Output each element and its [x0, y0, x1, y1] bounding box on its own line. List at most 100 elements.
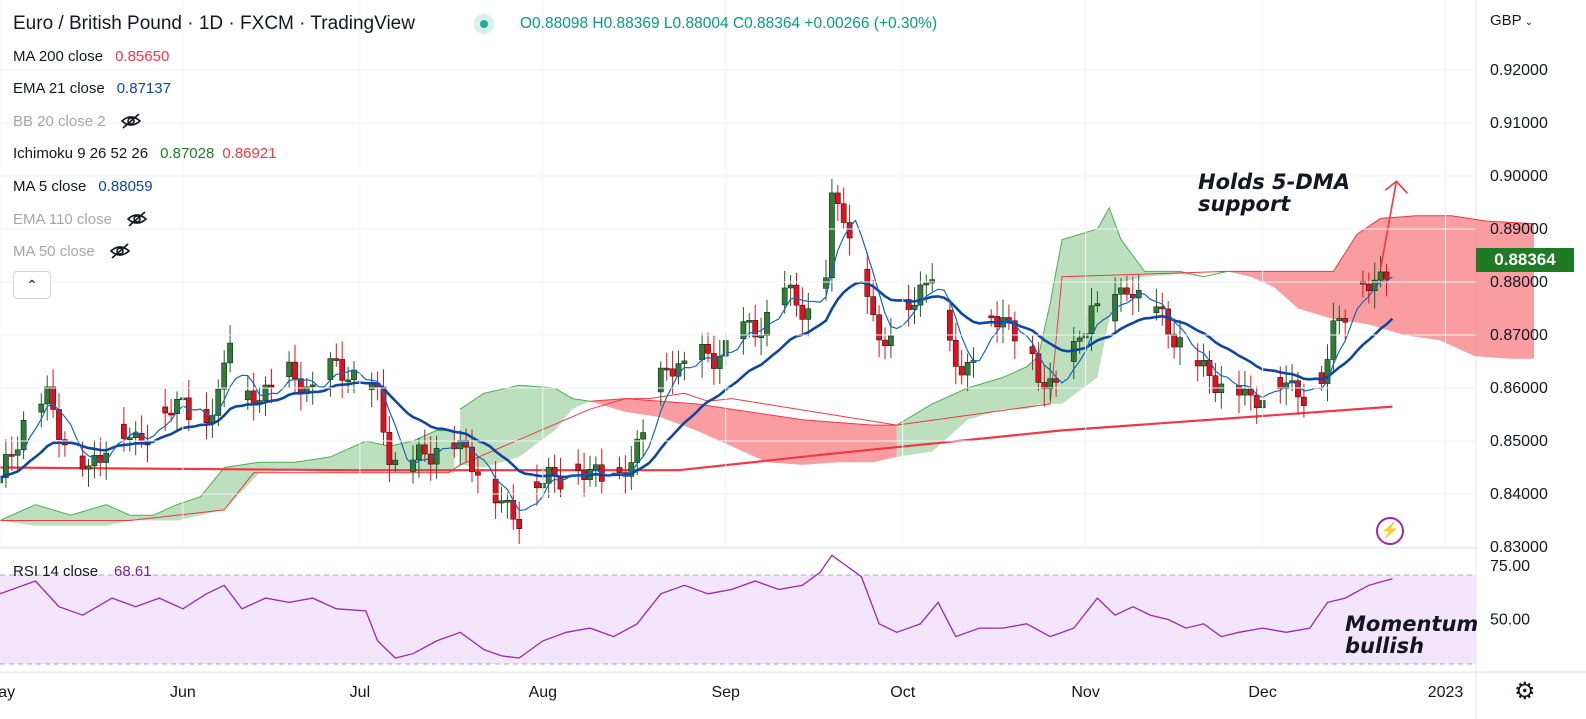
candle-body: [840, 203, 847, 223]
legend-rsi[interactable]: RSI 14 close 68.61: [13, 563, 152, 580]
candle-body: [1200, 360, 1207, 367]
symbol-title[interactable]: Euro / British Pound · 1D · FXCM · Tradi…: [13, 13, 415, 34]
time-axis[interactable]: May Jun Jul Aug Sep Oct Nov Dec 2023: [0, 0, 1463, 701]
legend-ma50[interactable]: MA 50 close: [13, 242, 131, 262]
collapse-legend-button[interactable]: ⌃: [13, 271, 51, 299]
candle-body: [469, 446, 475, 473]
legend-ichimoku[interactable]: Ichimoku 9 26 52 26 0.87028 0.86921: [13, 144, 277, 164]
candle-body: [126, 437, 133, 441]
time-tick-label: Nov: [1071, 684, 1099, 701]
candle-body: [132, 432, 139, 439]
candle-body: [1153, 306, 1160, 313]
candle-body: [876, 314, 882, 341]
candle-body: [947, 309, 953, 341]
candle-body: [162, 406, 169, 414]
candle-body: [410, 459, 416, 472]
candle-body: [91, 455, 98, 467]
legend-value: 0.87137: [116, 80, 171, 97]
price-tick-label: 0.86000: [1490, 380, 1548, 397]
gear-icon[interactable]: ⚙: [1514, 678, 1536, 705]
legend-label: MA 50 close: [13, 243, 95, 260]
price-tick-label: 0.83000: [1490, 539, 1548, 556]
candle-body: [758, 335, 764, 338]
cloud-bullish: [0, 430, 455, 526]
legend-ema21[interactable]: EMA 21 close 0.87137: [13, 79, 171, 99]
legend-value-2: 0.86921: [222, 145, 277, 162]
legend-label: EMA 110 close: [13, 211, 112, 228]
candle-body: [85, 465, 92, 470]
legend-ema110[interactable]: EMA 110 close: [13, 210, 148, 230]
candle-body: [1041, 382, 1048, 390]
candle-body: [1342, 318, 1349, 323]
annotation-line: support: [1198, 192, 1291, 216]
candle-body: [669, 368, 676, 377]
ema21-path: [0, 280, 1394, 479]
legend-label: MA 5 close: [13, 178, 87, 195]
candle-body: [20, 420, 27, 451]
rsi-line: [0, 554, 1393, 659]
lightning-icon[interactable]: ⚡: [1376, 517, 1404, 545]
candle-body: [1360, 280, 1366, 285]
candle-body: [964, 361, 971, 376]
candle-body: [244, 390, 251, 401]
eye-off-icon[interactable]: [126, 211, 148, 227]
price-tick-label: 0.89000: [1490, 221, 1548, 238]
candle-body: [215, 388, 222, 416]
candle-body: [888, 335, 894, 346]
candle-body: [0, 477, 3, 484]
annotation-line: Holds 5-DMA: [1198, 170, 1350, 194]
rsi-tick-label: 75.00: [1490, 558, 1530, 575]
candle-body: [929, 279, 936, 284]
candle-body: [829, 192, 835, 279]
price-tick-label: 0.91000: [1490, 115, 1548, 132]
eye-off-icon[interactable]: [120, 113, 142, 129]
candle-body: [262, 384, 269, 401]
candle-body: [221, 362, 228, 390]
ma5-path: [23, 219, 1393, 512]
candle-body: [799, 304, 806, 320]
cloud-bullish-edge: [896, 206, 1228, 426]
candle-body: [1112, 294, 1118, 322]
legend-ma5[interactable]: MA 5 close 0.88059: [13, 177, 153, 197]
candle-body: [121, 423, 127, 439]
price-tick-label: 0.90000: [1490, 168, 1548, 185]
candle-body: [634, 438, 641, 463]
candle-body: [1118, 287, 1124, 295]
target-arrow: [1379, 180, 1408, 269]
candle-body: [1383, 271, 1390, 280]
cloud-bullish-edge: [459, 384, 591, 410]
candle-body: [1330, 320, 1337, 360]
candle-body: [1194, 360, 1201, 367]
legend-bb20[interactable]: BB 20 close 2: [13, 112, 142, 132]
candle-body: [740, 321, 747, 340]
rsi-tick-label: 50.00: [1490, 612, 1530, 629]
candle-body: [3, 454, 9, 478]
candle-body: [1236, 385, 1242, 396]
legend-value: 0.87028: [160, 145, 215, 162]
candle-body: [416, 444, 422, 461]
cloud-bullish: [896, 207, 1228, 457]
legend-label: EMA 21 close: [13, 80, 105, 97]
ichimoku-cloud: [0, 206, 1535, 526]
eye-off-icon[interactable]: [109, 243, 131, 259]
candle-body: [781, 287, 788, 306]
candle-body: [1336, 318, 1343, 322]
price-tick-label: 0.87000: [1490, 327, 1548, 344]
price-axis[interactable]: 0.92000 0.91000 0.90000 0.89000 0.88000 0.870…: [0, 62, 1548, 556]
candle-body: [805, 308, 812, 320]
candle-body: [1053, 378, 1059, 383]
candle-body: [1177, 337, 1183, 348]
candle-body: [1135, 290, 1142, 299]
currency-menu[interactable]: GBP ⌄: [1490, 12, 1533, 29]
candle-body: [1029, 346, 1036, 354]
cloud-bearish: [590, 398, 897, 465]
candle-body: [1365, 283, 1372, 292]
candle-body: [44, 386, 51, 405]
candle-body: [699, 343, 705, 360]
candle-body: [8, 454, 15, 457]
time-tick-label: Sep: [711, 684, 740, 701]
candle-body: [534, 481, 540, 489]
legend-ma200[interactable]: MA 200 close 0.85650: [13, 47, 169, 67]
candle-body: [1295, 380, 1301, 398]
